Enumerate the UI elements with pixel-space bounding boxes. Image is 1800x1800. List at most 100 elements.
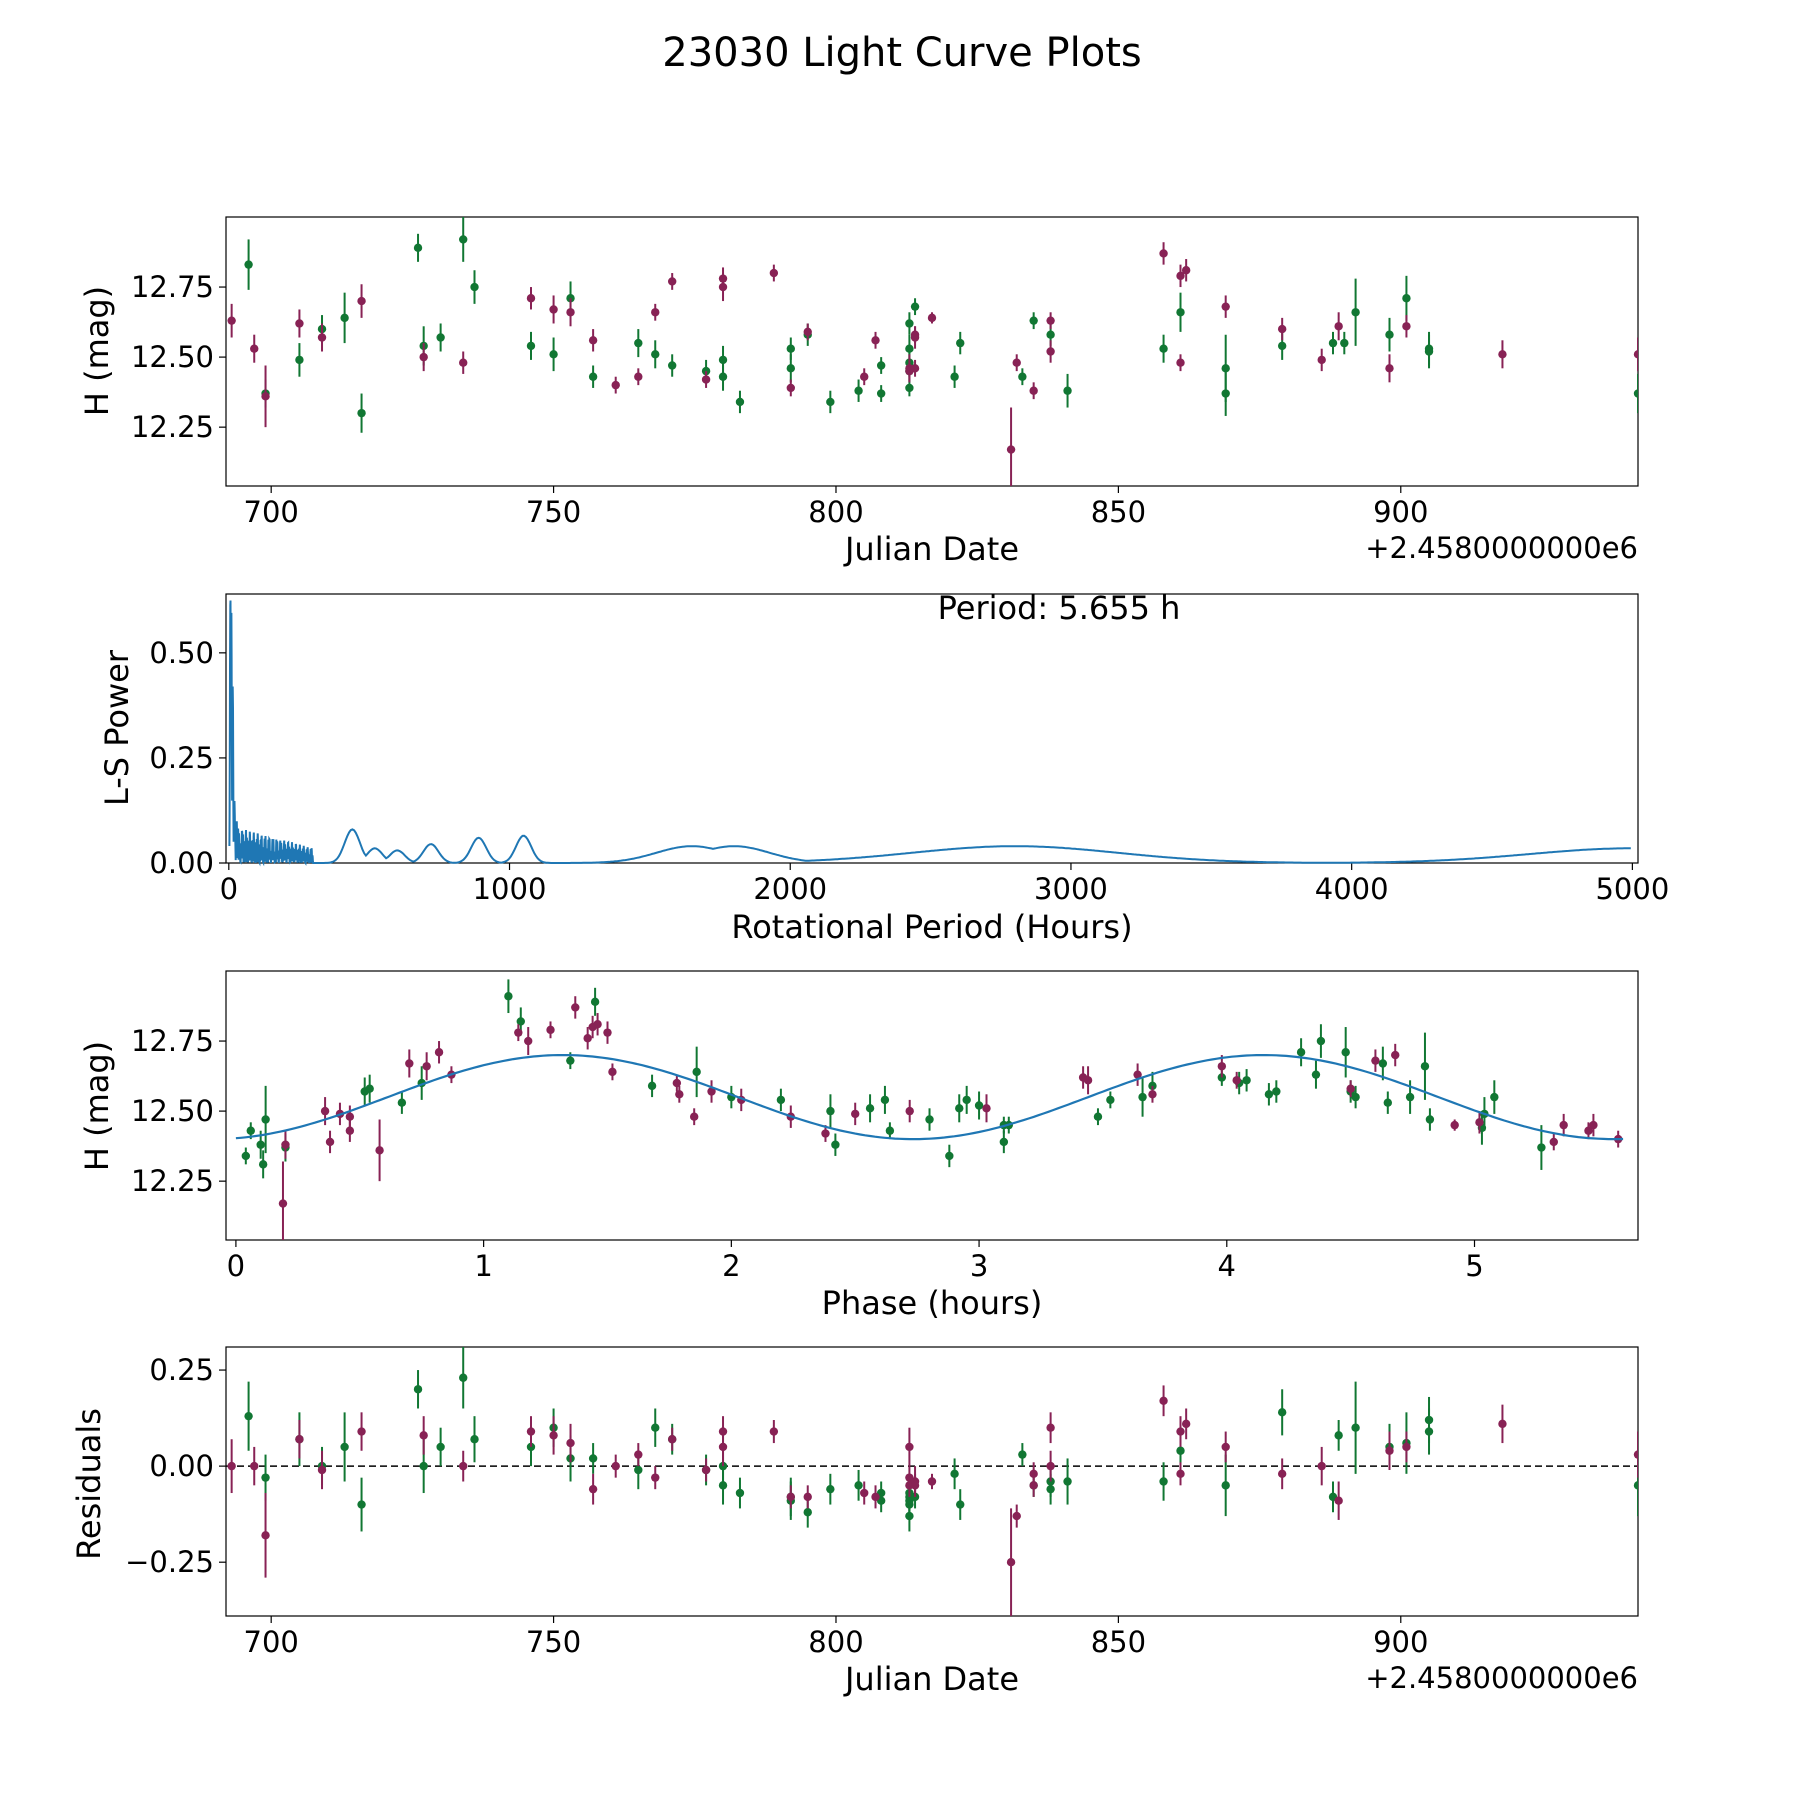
purple-point (611, 380, 620, 390)
green-point (876, 361, 886, 370)
purple-point (1176, 358, 1185, 367)
purple-point (1159, 1396, 1168, 1406)
purple-point (419, 1431, 428, 1440)
green-point (905, 344, 914, 353)
green-point (1425, 1115, 1435, 1124)
purple-point (851, 1109, 860, 1119)
purple-point (1346, 1084, 1355, 1093)
green-point (340, 313, 349, 323)
residuals-ylabel: Residuals (70, 1408, 108, 1560)
x-tick-label: 850 (1091, 1625, 1146, 1659)
green-point (956, 338, 965, 348)
green-point (1221, 1481, 1230, 1490)
purple-point (1221, 1442, 1230, 1452)
purple-point (1176, 1427, 1185, 1436)
green-point (1405, 1092, 1415, 1102)
green-point (588, 1454, 598, 1463)
purple-point (1181, 1419, 1191, 1429)
green-point (854, 1481, 863, 1490)
purple-point (566, 308, 575, 317)
green-point (419, 1461, 428, 1471)
purple-point (345, 1112, 355, 1121)
green-point (718, 1481, 728, 1490)
green-point (854, 386, 863, 395)
purple-point (1385, 1446, 1394, 1455)
lightcurve-panel: Julian Date +2.4580000000e6 H (mag) 700 7… (78, 216, 1639, 568)
purple-point (871, 1492, 880, 1502)
x-tick-label: 850 (1091, 495, 1146, 529)
green-point (397, 1098, 407, 1107)
green-point (1351, 1423, 1360, 1432)
green-point (241, 1151, 251, 1161)
green-point (945, 1151, 954, 1161)
lightcurve-ylabel: H (mag) (78, 286, 116, 416)
purple-point (278, 1199, 288, 1208)
purple-point (689, 1112, 699, 1121)
purple-point (634, 1450, 643, 1459)
purple-point (1317, 1461, 1326, 1471)
purple-point (1046, 1461, 1055, 1471)
x-tick-label: 3 (970, 1249, 988, 1283)
purple-point (1029, 1481, 1038, 1490)
green-point (1029, 316, 1038, 325)
x-tick-label: 1 (474, 1249, 492, 1283)
x-tick-label: 2000 (753, 872, 827, 906)
green-point (1221, 389, 1230, 398)
purple-point (1133, 1070, 1142, 1079)
green-point (504, 992, 513, 1001)
green-point (261, 1473, 270, 1482)
x-tick-label: 5 (1465, 1249, 1483, 1283)
purple-point (611, 1461, 620, 1471)
purple-point (1046, 1423, 1055, 1432)
y-tick-label: 12.25 (131, 1164, 214, 1198)
green-point (956, 1500, 965, 1509)
green-point (1424, 1427, 1434, 1436)
x-tick-label: 700 (244, 495, 299, 529)
figure-title: 23030 Light Curve Plots (662, 30, 1141, 76)
purple-point (325, 1137, 335, 1147)
green-point (718, 355, 728, 365)
purple-point (860, 372, 869, 381)
y-tick-label: 12.50 (131, 340, 214, 374)
purple-point (786, 383, 795, 393)
purple-point (1317, 355, 1326, 365)
green-point (1176, 308, 1185, 317)
purple-point (1006, 445, 1016, 454)
green-point (1018, 372, 1027, 381)
green-point (905, 383, 914, 393)
purple-point (1277, 324, 1287, 334)
green-point (340, 1442, 349, 1452)
x-tick-label: 0 (220, 872, 238, 906)
purple-point (317, 333, 327, 342)
green-point (905, 319, 914, 328)
green-point (1311, 1070, 1321, 1079)
green-point (1402, 294, 1411, 303)
green-point (357, 1500, 366, 1509)
purple-point (1371, 1056, 1380, 1065)
phased-panel: Phase (hours) H (mag) 0 1 2 3 4 5 12.25 12.50 12… (78, 970, 1639, 1322)
green-point (910, 302, 920, 311)
x-tick-label: 900 (1373, 495, 1428, 529)
periodogram-panel: Period: 5.655 h Rotational Period (Hours… (98, 589, 1669, 946)
green-point (786, 364, 795, 373)
purple-point (910, 364, 920, 373)
green-point (246, 1126, 255, 1135)
purple-point (375, 1146, 384, 1155)
lightcurve-offset-label: +2.4580000000e6 (1365, 531, 1638, 565)
x-tick-label: 900 (1373, 1625, 1428, 1659)
green-point (955, 1104, 964, 1113)
green-point (634, 338, 643, 348)
green-point (1334, 1431, 1343, 1440)
green-point (735, 397, 745, 407)
purple-point (1176, 1469, 1185, 1479)
green-point (962, 1095, 971, 1105)
purple-point (905, 1106, 914, 1116)
green-point (1159, 344, 1168, 353)
green-point (1159, 1477, 1168, 1486)
lightcurve-points (227, 217, 1638, 486)
green-point (826, 1106, 835, 1116)
purple-point (514, 1028, 523, 1037)
purple-point (1083, 1076, 1093, 1085)
y-tick-label: 12.25 (131, 410, 214, 444)
purple-point (1046, 316, 1055, 325)
